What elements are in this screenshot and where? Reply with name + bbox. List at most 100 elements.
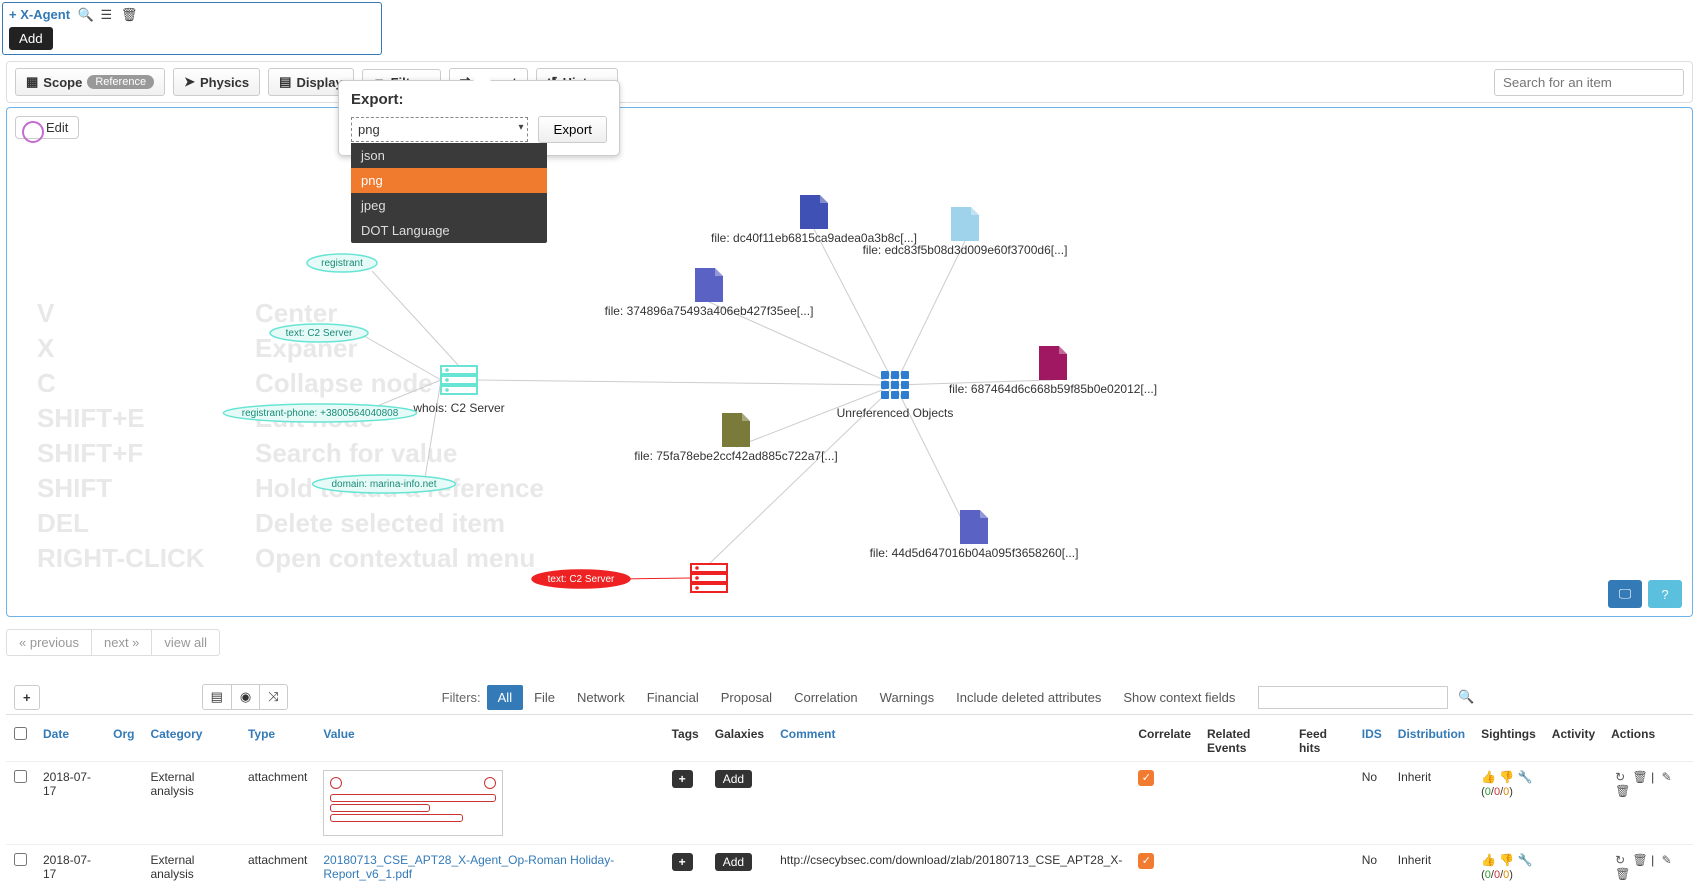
pager: « previous next » view all xyxy=(6,629,1693,656)
scope-button[interactable]: ▦ Scope Reference xyxy=(15,68,165,96)
attribute-pill[interactable]: registrant-phone: +3800564040808 xyxy=(223,404,416,422)
filter-chip-correlation[interactable]: Correlation xyxy=(783,685,869,710)
col-sightings[interactable]: Sightings xyxy=(1473,721,1544,762)
filter-chip-network[interactable]: Network xyxy=(566,685,636,710)
file-label: file: 75fa78ebe2ccf42ad885c722a7[...] xyxy=(634,449,838,463)
pager-prev[interactable]: « previous xyxy=(7,630,92,655)
file-icon[interactable] xyxy=(951,207,979,241)
col-ids[interactable]: IDS xyxy=(1354,721,1390,762)
col-comment[interactable]: Comment xyxy=(772,721,1130,762)
thumbs-up-icon[interactable]: 👍 xyxy=(1481,853,1496,867)
pager-viewall[interactable]: view all xyxy=(152,630,219,655)
col-activity[interactable]: Activity xyxy=(1544,721,1603,762)
add-tag-button[interactable]: + xyxy=(672,853,693,871)
col-actions[interactable]: Actions xyxy=(1603,721,1693,762)
export-select[interactable]: png xyxy=(351,117,528,142)
file-icon[interactable] xyxy=(722,413,750,447)
row-checkbox[interactable] xyxy=(14,770,27,783)
file-icon[interactable] xyxy=(800,195,828,229)
add-tag-button[interactable]: + xyxy=(672,770,693,788)
add-button[interactable]: Add xyxy=(9,27,53,50)
add-galaxy-button[interactable]: Add xyxy=(715,770,752,788)
shuffle-icon[interactable]: ⤨ xyxy=(260,685,286,709)
wrench-icon[interactable]: 🔧 xyxy=(1518,770,1533,784)
correlate-checkbox[interactable]: ✓ xyxy=(1138,770,1154,786)
refresh-icon[interactable]: ↻ xyxy=(1615,770,1625,784)
fullscreen-button[interactable]: 🖵 xyxy=(1608,580,1642,608)
file-icon[interactable] xyxy=(960,510,988,544)
filter-chip-file[interactable]: File xyxy=(523,685,566,710)
cell-actions: ↻ 🗑 | ✎ 🗑 xyxy=(1603,762,1693,845)
edit-icon[interactable]: ✎ xyxy=(1662,770,1672,784)
list-icon[interactable]: ☰ xyxy=(99,7,113,23)
add-attribute-button[interactable]: + xyxy=(15,686,39,709)
filter-chip-all[interactable]: All xyxy=(487,685,523,710)
filter-chip-proposal[interactable]: Proposal xyxy=(710,685,783,710)
col-category[interactable]: Category xyxy=(142,721,240,762)
server-icon[interactable] xyxy=(441,366,477,394)
globe-icon[interactable]: ◉ xyxy=(232,685,260,709)
export-option-jpeg[interactable]: jpeg xyxy=(351,193,547,218)
attribute-search-icon[interactable]: 🔍 xyxy=(1454,689,1478,705)
trash-icon[interactable]: 🗑 xyxy=(121,7,135,23)
graph-svg[interactable]: Unreferenced Objectsfile: dc40f11eb6815c… xyxy=(7,108,1692,616)
value-thumbnail[interactable] xyxy=(323,770,503,836)
refresh-icon[interactable]: ↻ xyxy=(1615,853,1625,867)
cell-sightings: 👍 👎 🔧 (0/0/0) xyxy=(1473,845,1544,890)
filter-chip-show-context-fields[interactable]: Show context fields xyxy=(1112,685,1246,710)
physics-button[interactable]: ➤ Physics xyxy=(173,68,260,96)
search-icon[interactable]: 🔍 xyxy=(78,7,92,23)
export-confirm-button[interactable]: Export xyxy=(538,116,607,143)
svg-text:domain: marina-info.net: domain: marina-info.net xyxy=(331,479,436,490)
col-correlate[interactable]: Correlate xyxy=(1130,721,1199,762)
thumbs-down-icon[interactable]: 👎 xyxy=(1499,770,1514,784)
col-tags[interactable]: Tags xyxy=(664,721,707,762)
attribute-pill[interactable]: domain: marina-info.net xyxy=(313,475,456,493)
pager-next[interactable]: next » xyxy=(92,630,152,655)
export-option-json[interactable]: json xyxy=(351,143,547,168)
filter-chip-warnings[interactable]: Warnings xyxy=(869,685,945,710)
select-all-checkbox[interactable] xyxy=(14,727,27,740)
row-checkbox[interactable] xyxy=(14,853,27,866)
col-type[interactable]: Type xyxy=(240,721,315,762)
delete-icon[interactable]: 🗑 xyxy=(1615,867,1630,881)
col-galaxies[interactable]: Galaxies xyxy=(707,721,772,762)
filter-chip-financial[interactable]: Financial xyxy=(636,685,710,710)
attribute-search-input[interactable] xyxy=(1258,686,1448,709)
xagent-link[interactable]: + X-Agent xyxy=(9,7,70,22)
col-distribution[interactable]: Distribution xyxy=(1390,721,1473,762)
col-org[interactable]: Org xyxy=(105,721,142,762)
file-icon[interactable] xyxy=(695,268,723,302)
thumbs-down-icon[interactable]: 👎 xyxy=(1499,853,1514,867)
export-option-png[interactable]: png xyxy=(351,168,547,193)
col-value[interactable]: Value xyxy=(315,721,663,762)
filter-chip-include-deleted-attributes[interactable]: Include deleted attributes xyxy=(945,685,1112,710)
grid-icon[interactable] xyxy=(881,371,909,399)
trash-icon[interactable]: 🗑 xyxy=(1633,853,1648,867)
attribute-pill[interactable]: registrant xyxy=(307,254,377,272)
thumbs-up-icon[interactable]: 👍 xyxy=(1481,770,1496,784)
col-feed-hits[interactable]: Feed hits xyxy=(1291,721,1354,762)
col-related-events[interactable]: Related Events xyxy=(1199,721,1291,762)
search-input[interactable] xyxy=(1494,69,1684,96)
display-icon: ▤ xyxy=(279,74,291,90)
export-option-dot-language[interactable]: DOT Language xyxy=(351,218,547,243)
edit-icon[interactable]: ✎ xyxy=(1662,853,1672,867)
help-button[interactable]: ? xyxy=(1648,580,1682,608)
wrench-icon[interactable]: 🔧 xyxy=(1518,853,1533,867)
file-icon[interactable] xyxy=(1039,346,1067,380)
add-galaxy-button[interactable]: Add xyxy=(715,853,752,871)
trash-icon[interactable]: 🗑 xyxy=(1633,770,1648,784)
attribute-pill[interactable]: text: C2 Server xyxy=(532,570,630,588)
list-view-icon[interactable]: ▤ xyxy=(203,685,232,709)
cell-comment xyxy=(772,762,1130,845)
table-row: 2018-07-17 External analysis attachment … xyxy=(6,762,1693,845)
correlate-checkbox[interactable]: ✓ xyxy=(1138,853,1154,869)
server-icon[interactable] xyxy=(691,564,727,592)
col-date[interactable]: Date xyxy=(35,721,105,762)
delete-icon[interactable]: 🗑 xyxy=(1615,784,1630,798)
graph-canvas[interactable]: Edit VCenterXExpanerCCollapse nodeSHIFT+… xyxy=(6,107,1693,617)
attribute-pill[interactable]: text: C2 Server xyxy=(270,324,368,342)
svg-text:text: C2 Server: text: C2 Server xyxy=(286,328,353,339)
value-link[interactable]: 20180713_CSE_APT28_X-Agent_Op-Roman Holi… xyxy=(323,853,614,881)
